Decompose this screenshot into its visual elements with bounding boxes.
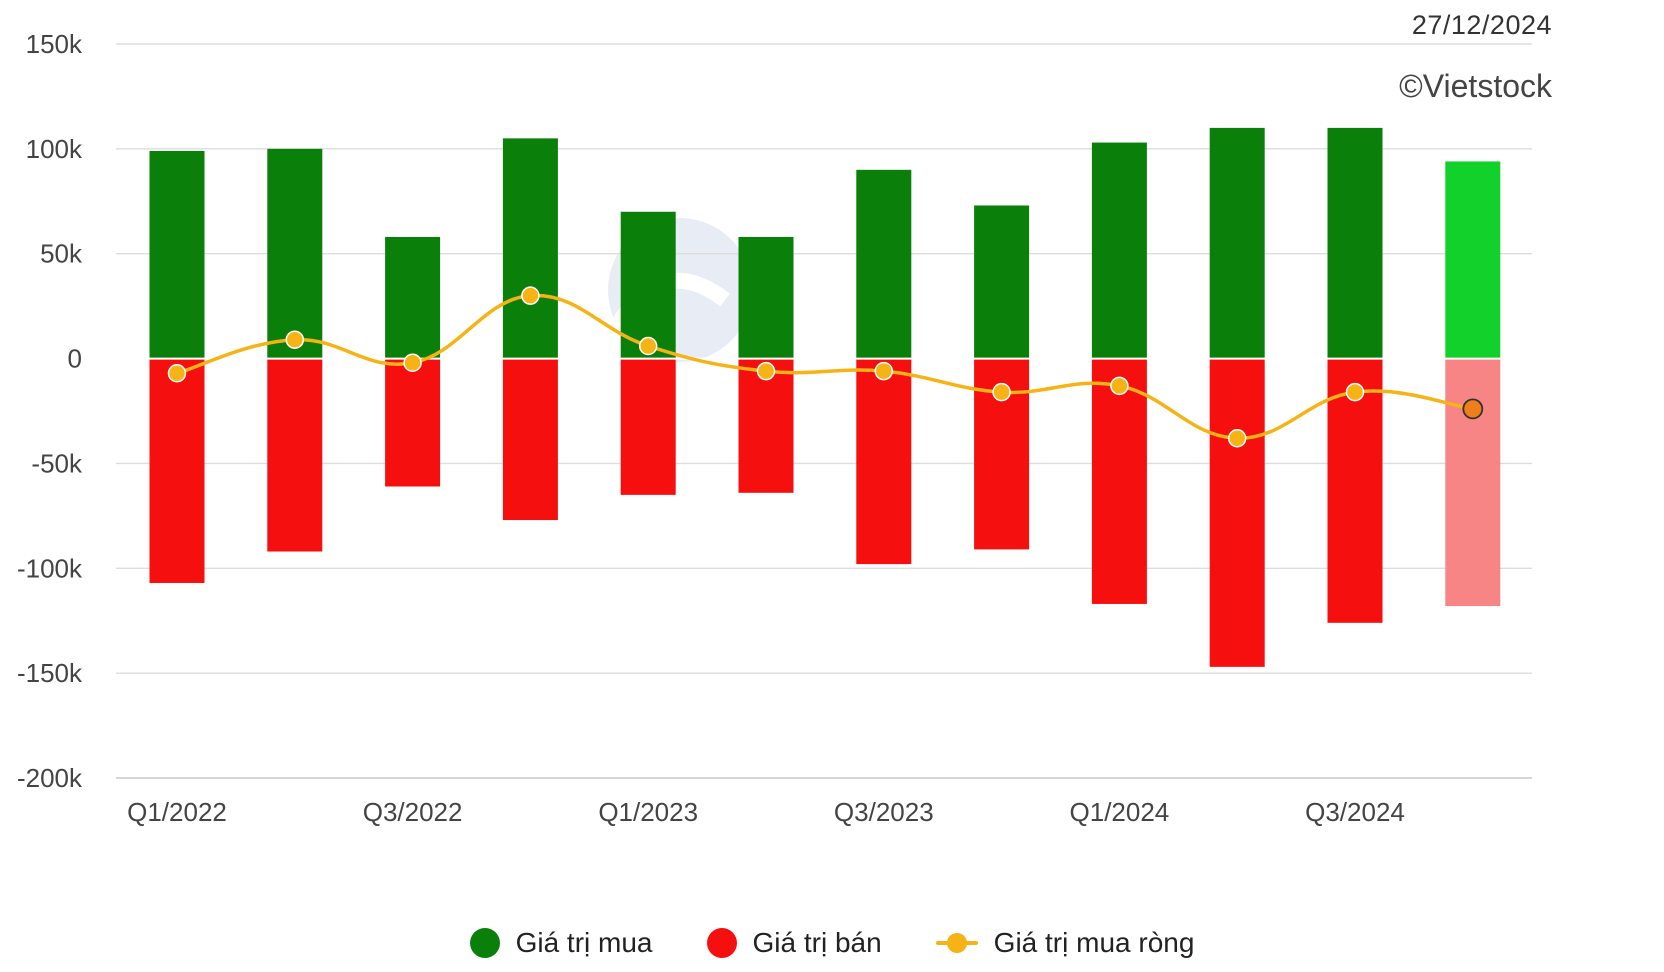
buy-bar[interactable] xyxy=(267,148,323,359)
x-tick-label: Q3/2022 xyxy=(363,797,463,827)
buy-bar[interactable] xyxy=(738,236,794,359)
net-point[interactable] xyxy=(756,361,776,381)
sell-bar[interactable] xyxy=(385,358,441,487)
buy-bar[interactable] xyxy=(1327,127,1383,359)
y-tick-label: -100k xyxy=(17,553,83,583)
buy-bar[interactable] xyxy=(502,138,558,359)
copyright-label: ©Vietstock xyxy=(1399,68,1552,104)
net-point[interactable] xyxy=(638,336,658,356)
y-tick-label: 150k xyxy=(26,29,83,59)
legend-net-label: Giá trị mua ròng xyxy=(993,927,1195,958)
net-point[interactable] xyxy=(1462,398,1484,420)
x-tick-label: Q1/2024 xyxy=(1070,797,1170,827)
sell-bar[interactable] xyxy=(1209,358,1265,667)
buy-bar[interactable] xyxy=(385,236,441,359)
y-tick-label: -50k xyxy=(31,448,83,478)
net-point[interactable] xyxy=(167,364,187,383)
sell-bar[interactable] xyxy=(620,358,676,495)
y-tick-label: 100k xyxy=(26,134,83,164)
sell-bar[interactable] xyxy=(502,358,558,521)
grid-lines xyxy=(116,43,1532,779)
sell-bar[interactable] xyxy=(738,358,794,493)
y-axis-labels: 150k 100k 50k 0 -50k -100k -150k -200k xyxy=(17,29,83,793)
x-tick-label: Q1/2023 xyxy=(598,797,698,827)
x-tick-label: Q3/2024 xyxy=(1305,797,1405,827)
legend-item-net[interactable]: Giá trị mua ròng xyxy=(935,927,1195,959)
net-point[interactable] xyxy=(874,361,894,381)
y-tick-label: 50k xyxy=(40,239,83,269)
sell-bar[interactable] xyxy=(856,358,912,565)
y-tick-label: -200k xyxy=(17,763,83,793)
net-point[interactable] xyxy=(403,353,422,373)
buy-bar[interactable] xyxy=(1209,127,1265,359)
sell-bar[interactable] xyxy=(1445,358,1501,607)
bar-series xyxy=(149,127,1501,667)
buy-bar[interactable] xyxy=(974,205,1030,359)
buy-bar[interactable] xyxy=(149,150,205,359)
net-line-series xyxy=(167,286,1484,448)
legend-sell-label: Giá trị bán xyxy=(752,927,882,958)
sell-bar[interactable] xyxy=(267,358,323,552)
buy-bar[interactable] xyxy=(620,211,676,359)
sell-bar[interactable] xyxy=(1091,358,1147,604)
sell-bar[interactable] xyxy=(1327,358,1383,623)
buy-bar[interactable] xyxy=(856,169,912,359)
legend-item-sell[interactable]: Giá trị bán xyxy=(706,927,882,959)
legend-sell-marker-icon xyxy=(706,928,737,958)
x-tick-label: Q1/2022 xyxy=(127,797,227,827)
net-point[interactable] xyxy=(285,330,305,349)
chart-legend: Giá trị mua Giá trị bán Giá trị mua ròng xyxy=(0,920,1664,966)
net-point[interactable] xyxy=(1227,429,1247,448)
legend-net-marker-icon xyxy=(935,928,978,958)
legend-buy-label: Giá trị mua xyxy=(515,927,653,958)
net-point[interactable] xyxy=(521,286,540,305)
buy-bar[interactable] xyxy=(1445,161,1501,359)
legend-buy-marker-icon xyxy=(469,928,500,958)
legend-item-buy[interactable]: Giá trị mua xyxy=(469,927,653,959)
sell-bar[interactable] xyxy=(149,358,205,583)
net-point[interactable] xyxy=(1345,382,1365,402)
net-point[interactable] xyxy=(992,382,1011,402)
y-tick-label: 0 xyxy=(68,344,82,374)
net-line-path xyxy=(176,293,1474,441)
x-tick-label: Q3/2023 xyxy=(834,797,934,827)
buy-bar[interactable] xyxy=(1091,142,1147,359)
chart-date: 27/12/2024 xyxy=(1411,10,1552,40)
x-axis-labels: Q1/2022 Q3/2022 Q1/2023 Q3/2023 Q1/2024 Q3/20… xyxy=(127,797,1405,827)
net-point[interactable] xyxy=(1110,376,1129,396)
y-tick-label: -150k xyxy=(17,658,83,688)
